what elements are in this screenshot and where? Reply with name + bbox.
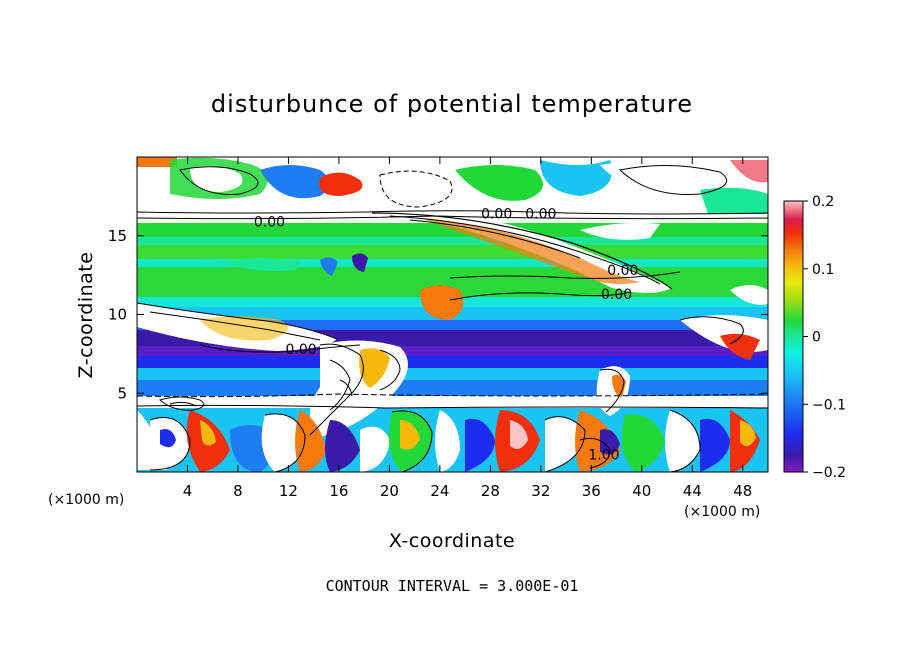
contour-label: 0.00	[481, 206, 512, 222]
x-axis: 4 8 12 16 20 24 28 32 36 40 44 48	[183, 157, 752, 500]
top-patch	[319, 172, 363, 196]
top-patch	[730, 160, 768, 183]
x-tick-label: 8	[233, 482, 243, 500]
mid-right-patch	[720, 333, 760, 360]
contour-label: 0.00	[254, 214, 285, 230]
top-patch	[260, 165, 330, 199]
mid-right-patch	[730, 285, 768, 305]
colorbar	[783, 200, 804, 473]
band-deep-blue	[137, 320, 768, 330]
top-patch	[540, 160, 612, 196]
x-tick-label: 28	[481, 482, 500, 500]
x-tick-label: 32	[531, 482, 550, 500]
colorbar-tick-label: 0.1	[812, 262, 834, 278]
contour-label: 0.00	[607, 263, 638, 279]
band-blue-2	[137, 356, 768, 368]
band-mid-cyan	[137, 259, 768, 267]
convective-tower	[359, 348, 390, 388]
y-axis: 5 10 15	[108, 227, 768, 402]
colorbar-tick-label: 0.2	[812, 194, 834, 210]
contour-label: 0.00	[525, 206, 556, 222]
y-tick-label: 5	[117, 384, 127, 402]
streak-upper	[580, 222, 660, 240]
x-tick-label: 24	[430, 482, 449, 500]
x-unit-right: (×1000 m)	[684, 504, 760, 520]
band-upper-cyan	[137, 237, 768, 245]
contour-labels: 0.00 0.00 0.00 0.00 0.00 0.00 1.00	[254, 206, 639, 463]
x-tick-label: 36	[582, 482, 601, 500]
band-cyan-3	[137, 368, 768, 380]
boundary-cells	[137, 396, 768, 472]
top-patch	[137, 157, 177, 167]
x-tick-label: 48	[733, 482, 752, 500]
x-tick-label: 44	[683, 482, 702, 500]
x-tick-label: 16	[329, 482, 348, 500]
convective-tower	[612, 374, 626, 398]
streak-upper	[420, 218, 640, 284]
contour-label: 1.00	[588, 447, 619, 463]
colorbar-tick-label: −0.1	[812, 397, 846, 413]
mid-right-patch	[420, 285, 464, 320]
colorbar-tick-label: 0	[812, 330, 821, 346]
y-tick-label: 10	[108, 306, 127, 324]
y-tick-label: 15	[108, 227, 127, 245]
band-upper-lightgreen	[137, 245, 768, 259]
contour-lines	[137, 164, 768, 472]
x-tick-label: 4	[183, 482, 193, 500]
top-patch	[455, 165, 543, 201]
y-axis-label: Z-coordinate	[75, 252, 97, 379]
contour-label: 0.00	[285, 342, 316, 358]
x-axis-label: X-coordinate	[389, 530, 515, 552]
top-patch	[700, 187, 768, 214]
chart-title: disturbunce of potential temperature	[211, 90, 693, 118]
upper-patch	[320, 257, 338, 276]
top-patch	[190, 166, 243, 192]
contour-label: 0.00	[601, 287, 632, 303]
band-purple-light	[137, 346, 768, 356]
colorbar-ticks: 0.2 0.1 0 −0.1 −0.2	[803, 194, 846, 481]
contour-interval-note: CONTOUR INTERVAL = 3.000E-01	[326, 577, 579, 595]
x-tick-label: 40	[632, 482, 651, 500]
top-patch	[373, 159, 447, 210]
colorbar-tick-label: −0.2	[812, 465, 846, 481]
x-tick-label: 12	[279, 482, 298, 500]
upper-patch	[352, 253, 368, 272]
upper-patch	[220, 258, 300, 271]
band-blue-3	[137, 380, 768, 396]
x-unit-left: (×1000 m)	[48, 492, 124, 508]
plot-field	[137, 157, 768, 472]
x-tick-label: 20	[380, 482, 399, 500]
top-patch	[600, 161, 732, 201]
